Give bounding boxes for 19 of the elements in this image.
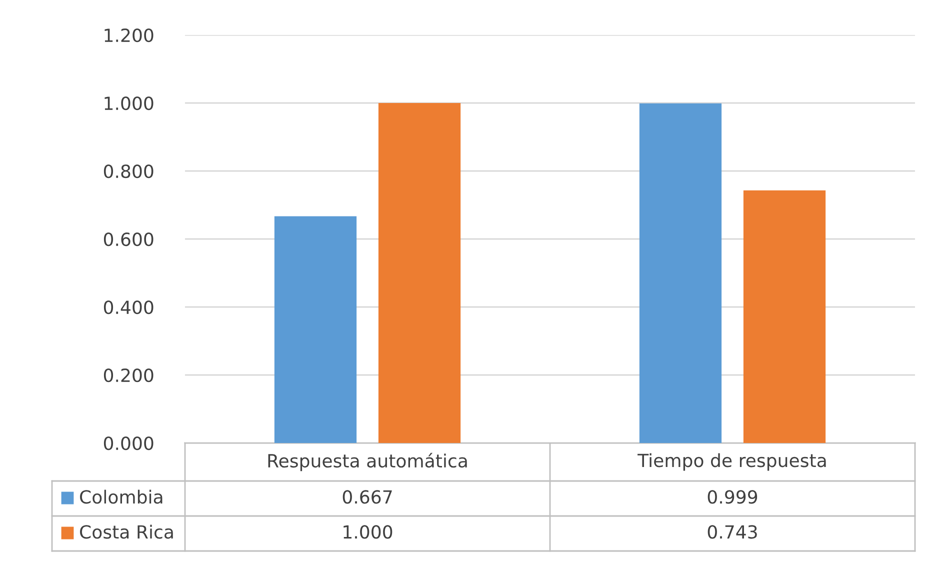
y-tick-label: 0.200 xyxy=(104,368,154,382)
text: 1.000 xyxy=(344,525,392,539)
text: 0.999 xyxy=(708,490,758,504)
legend-label: Costa Rica xyxy=(80,524,173,539)
bar xyxy=(378,103,461,443)
legend-label: Colombia xyxy=(80,490,162,504)
bar xyxy=(743,190,826,443)
x-tick-label: Tiempo de respuesta xyxy=(638,453,826,471)
y-tick-label: 0.600 xyxy=(104,232,154,246)
y-tick-label: 0.000 xyxy=(104,436,154,450)
text: 0.667 xyxy=(342,490,392,504)
bar xyxy=(639,103,722,443)
y-tick-label: 0.800 xyxy=(104,164,154,178)
text: 0.743 xyxy=(708,525,757,539)
y-tick-label: 1.200 xyxy=(104,28,154,42)
y-tick-label: 0.400 xyxy=(104,300,154,314)
y-tick-label: 1.000 xyxy=(104,96,154,110)
bar xyxy=(274,216,357,443)
x-tick-label: Respuesta automática xyxy=(268,452,467,472)
